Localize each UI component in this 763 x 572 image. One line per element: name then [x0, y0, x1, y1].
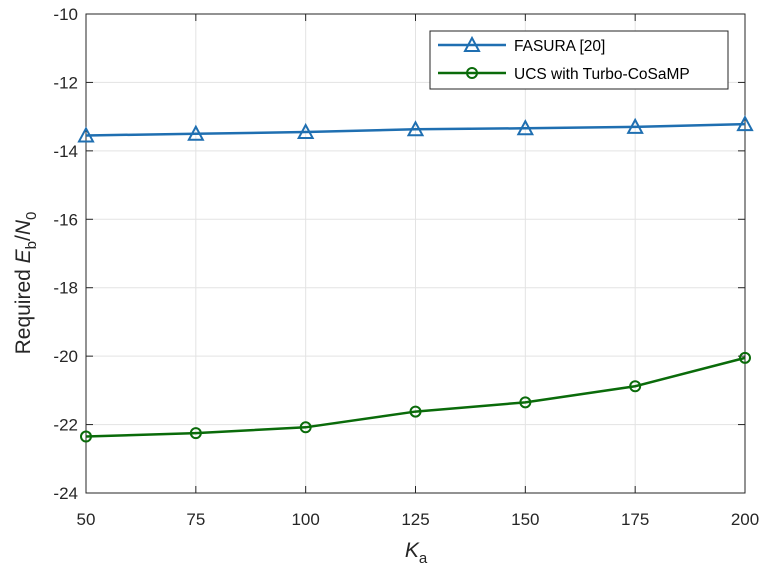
legend-label-ucs: UCS with Turbo-CoSaMP — [514, 66, 690, 83]
x-tick-label: 200 — [731, 510, 759, 529]
series-layer — [77, 115, 754, 443]
data-point-marker — [626, 117, 644, 134]
data-point-marker — [629, 380, 642, 393]
y-tick-label: -16 — [53, 210, 78, 229]
legend: FASURA [20] UCS with Turbo-CoSaMP — [429, 30, 729, 90]
x-axis-ticks: 50 75 100 125 150 175 200 — [77, 14, 759, 529]
y-tick-label: -20 — [53, 347, 78, 366]
legend-box — [429, 30, 729, 90]
data-point-marker — [409, 405, 422, 418]
data-point-marker — [516, 119, 535, 136]
data-point-marker — [296, 122, 315, 140]
data-point-marker — [77, 126, 95, 143]
y-tick-label: -14 — [53, 142, 78, 161]
series-0 — [77, 115, 754, 143]
data-point-marker — [187, 124, 205, 141]
x-tick-label: 175 — [621, 510, 649, 529]
series-line — [85, 356, 746, 438]
data-point-marker — [406, 120, 425, 137]
legend-marker-fasura — [463, 35, 481, 52]
x-tick-label: 100 — [291, 510, 319, 529]
y-tick-label: -18 — [53, 279, 78, 298]
x-axis-label: Ka — [405, 539, 428, 567]
y-axis-ticks: -24 -22 -20 -18 -16 -14 -12 -10 — [53, 5, 745, 503]
y-tick-label: -24 — [53, 484, 78, 503]
x-tick-label: 75 — [186, 510, 205, 529]
x-tick-label: 150 — [511, 510, 539, 529]
y-tick-label: -22 — [53, 416, 78, 435]
y-axis-label: Required Eb/N0 — [12, 212, 40, 355]
data-point-marker — [80, 430, 92, 443]
legend-label-fasura: FASURA [20] — [514, 38, 605, 55]
y-tick-label: -10 — [53, 5, 78, 24]
data-point-marker — [189, 427, 202, 440]
data-point-marker — [736, 115, 754, 132]
data-point-marker — [519, 396, 532, 409]
series-1 — [80, 351, 751, 443]
y-tick-label: -12 — [53, 73, 78, 92]
x-tick-label: 125 — [401, 510, 429, 529]
legend-marker-ucs — [466, 67, 478, 79]
data-point-marker — [299, 421, 312, 434]
x-tick-label: 50 — [77, 510, 96, 529]
data-point-marker — [739, 351, 751, 364]
series-line — [85, 122, 746, 137]
